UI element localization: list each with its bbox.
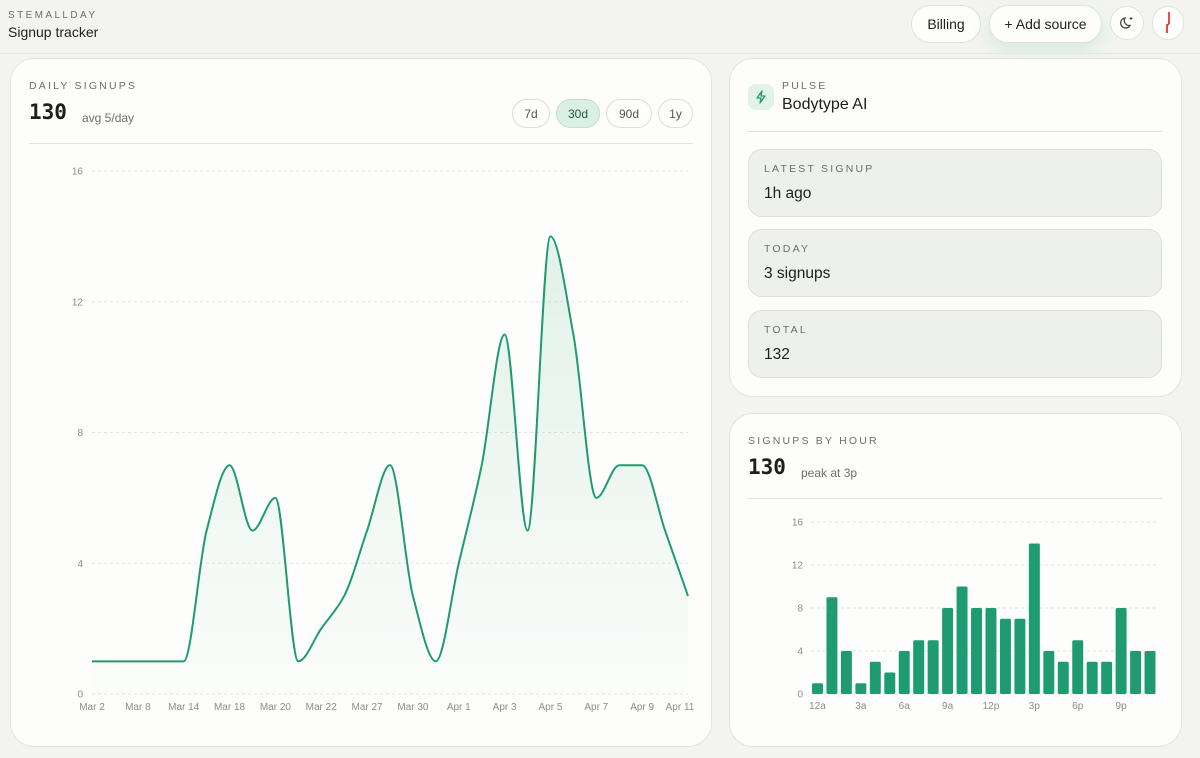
- x-tick-label: 12p: [983, 701, 1000, 712]
- bar: [1028, 543, 1040, 694]
- bar: [869, 661, 881, 694]
- x-tick-label: 6a: [899, 701, 911, 712]
- moon-icon: [1120, 17, 1133, 29]
- y-tick-label: 12: [792, 561, 804, 572]
- avatar-mark-icon: [1166, 12, 1170, 33]
- project-name: Bodytype AI: [782, 96, 868, 113]
- bar: [927, 640, 939, 694]
- x-tick-label: 12a: [809, 701, 826, 712]
- x-tick-label: 9a: [942, 701, 954, 712]
- stat-label: LATEST SIGNUP: [764, 163, 875, 175]
- x-tick-label: Apr 9: [630, 702, 654, 713]
- range-90d[interactable]: 90d: [606, 99, 652, 128]
- hourly-bar-chart: 0 4 8 12 16 12a 3a 6a 9a 12p 3p 6p 9p: [792, 518, 1158, 712]
- x-tick-label: 3a: [855, 701, 867, 712]
- bar: [913, 640, 925, 694]
- page-title: Signup tracker: [8, 24, 99, 40]
- avatar[interactable]: [1152, 6, 1184, 40]
- x-tick-label: Mar 22: [306, 702, 338, 713]
- bar: [812, 683, 823, 694]
- hourly-peak: peak at 3p: [801, 466, 858, 480]
- x-tick-label: Mar 30: [397, 702, 429, 713]
- x-tick-label: Mar 20: [260, 702, 292, 713]
- brand-name: STEMALLDAY: [8, 10, 98, 21]
- bar: [826, 597, 838, 694]
- y-tick-label: 4: [77, 559, 83, 570]
- x-tick-label: Mar 14: [168, 702, 200, 713]
- bar: [855, 683, 867, 694]
- y-tick-label: 8: [797, 604, 803, 615]
- bar: [999, 618, 1011, 694]
- bar: [1057, 661, 1069, 694]
- daily-signups-chart: 0 4 8 12 16 Mar 2 Mar 8 Mar 14 Mar 18 Mar 20 Mar 2…: [72, 167, 695, 714]
- pulse-card: PULSE Bodytype AI LATEST SIGNUP 1h ago T…: [729, 58, 1182, 397]
- x-tick-label: Mar 27: [352, 702, 384, 713]
- bar: [956, 586, 968, 694]
- stat-label: TOTAL: [764, 324, 808, 336]
- pulse-label: PULSE: [782, 80, 828, 92]
- y-tick-label: 0: [77, 690, 83, 701]
- x-tick-label: 3p: [1029, 701, 1041, 712]
- bar: [1086, 661, 1098, 694]
- y-tick-label: 16: [72, 167, 84, 178]
- hourly-title: SIGNUPS BY HOUR: [748, 435, 879, 447]
- bar: [1014, 618, 1026, 694]
- bar: [1043, 651, 1055, 694]
- signups-by-hour-card: SIGNUPS BY HOUR 130 peak at 3p 0 4 8 12 16 12…: [729, 413, 1182, 747]
- bar: [985, 608, 997, 694]
- x-tick-label: Apr 3: [493, 702, 517, 713]
- header-divider: [0, 53, 1200, 54]
- x-tick-label: 6p: [1072, 701, 1084, 712]
- stat-total: TOTAL 132: [748, 310, 1162, 378]
- bar: [1101, 661, 1113, 694]
- bar: [1144, 651, 1156, 694]
- x-tick-label: 9p: [1116, 701, 1128, 712]
- stat-latest-signup: LATEST SIGNUP 1h ago: [748, 149, 1162, 217]
- x-tick-label: Mar 8: [125, 702, 151, 713]
- billing-button[interactable]: Billing: [911, 5, 981, 43]
- bar: [840, 651, 852, 694]
- y-tick-label: 12: [72, 297, 84, 308]
- daily-average: avg 5/day: [82, 111, 135, 125]
- bar: [942, 608, 954, 694]
- add-source-button[interactable]: + Add source: [989, 5, 1102, 43]
- y-tick-label: 8: [77, 428, 83, 439]
- theme-toggle-button[interactable]: [1110, 6, 1144, 40]
- bar: [1130, 651, 1142, 694]
- range-7d[interactable]: 7d: [512, 99, 550, 128]
- x-tick-label: Apr 7: [584, 702, 608, 713]
- daily-signups-card: DAILY SIGNUPS 130 avg 5/day 7d 30d 90d 1…: [10, 58, 712, 747]
- daily-signups-title: DAILY SIGNUPS: [29, 80, 138, 92]
- y-tick-label: 0: [797, 690, 803, 701]
- bar: [971, 608, 982, 694]
- range-30d[interactable]: 30d: [556, 99, 600, 128]
- stat-value: 132: [764, 346, 790, 363]
- x-tick-label: Apr 11: [666, 702, 695, 713]
- series-line: [92, 235, 689, 663]
- daily-total: 130: [29, 100, 67, 124]
- y-tick-label: 4: [797, 647, 803, 658]
- x-tick-label: Apr 5: [539, 702, 563, 713]
- stat-today: TODAY 3 signups: [748, 229, 1162, 297]
- x-tick-label: Apr 1: [447, 702, 471, 713]
- stat-value: 1h ago: [764, 185, 812, 202]
- lightning-icon: [748, 84, 774, 110]
- hourly-total: 130: [748, 455, 786, 479]
- stat-value: 3 signups: [764, 265, 831, 282]
- range-1y[interactable]: 1y: [658, 99, 693, 128]
- bar: [1072, 640, 1084, 694]
- x-tick-label: Mar 18: [214, 702, 246, 713]
- x-tick-label: Mar 2: [79, 702, 105, 713]
- bar: [1115, 608, 1127, 694]
- stat-label: TODAY: [764, 243, 811, 255]
- bar: [884, 672, 896, 694]
- divider: [29, 143, 693, 144]
- y-tick-label: 16: [792, 518, 804, 529]
- divider: [748, 131, 1162, 132]
- divider: [748, 498, 1162, 499]
- bar: [898, 651, 910, 694]
